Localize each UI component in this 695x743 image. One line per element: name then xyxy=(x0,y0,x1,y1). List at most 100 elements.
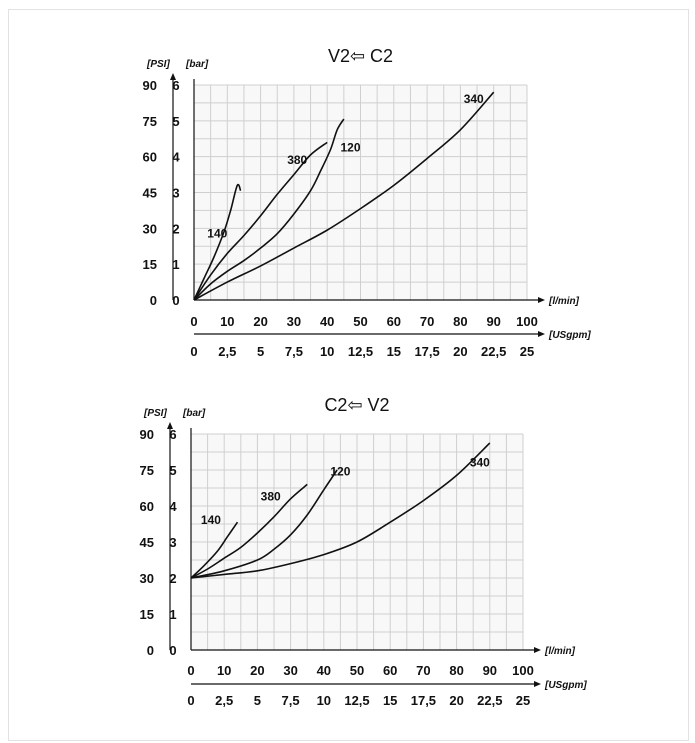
x-tick-label-usgpm: 7,5 xyxy=(282,693,300,708)
psi-unit-label: [PSI] xyxy=(143,408,167,419)
curve-label-120: 120 xyxy=(340,140,360,154)
x-tick-label-lmin: 90 xyxy=(483,663,497,678)
y-tick-label-bar: 3 xyxy=(172,186,179,201)
x-tick-label-usgpm: 10 xyxy=(317,693,331,708)
series-line-120 xyxy=(190,469,338,579)
x-tick-label-lmin: 0 xyxy=(187,663,194,678)
x-tick-label-lmin: 50 xyxy=(353,314,367,329)
x-tick-label-lmin: 70 xyxy=(420,314,434,329)
x-tick-label-usgpm: 10 xyxy=(320,344,334,359)
y-tick-label-bar: 6 xyxy=(169,427,176,442)
series-line-380 xyxy=(193,141,328,301)
x-tick-label-usgpm: 5 xyxy=(257,344,264,359)
y-tick-label-psi: 0 xyxy=(147,643,154,658)
y-tick-label-bar: 5 xyxy=(169,463,176,478)
y-tick-label-bar: 0 xyxy=(169,643,176,658)
x-tick-label-lmin: 90 xyxy=(486,314,500,329)
curve-label-140: 140 xyxy=(201,513,221,527)
y-tick-label-psi: 30 xyxy=(143,221,157,236)
bar-unit-label: [bar] xyxy=(182,408,206,419)
x-tick-label-usgpm: 22,5 xyxy=(481,344,506,359)
x-tick-label-usgpm: 0 xyxy=(190,344,197,359)
series-line-140 xyxy=(190,521,239,579)
y-tick-label-bar: 1 xyxy=(169,607,176,622)
y-tick-label-psi: 45 xyxy=(140,535,154,550)
x-tick-label-usgpm: 2,5 xyxy=(218,344,236,359)
x-tick-label-lmin: 100 xyxy=(512,663,534,678)
psi-unit-label: [PSI] xyxy=(146,59,170,70)
series-line-120 xyxy=(193,118,345,301)
y-tick-label-bar: 0 xyxy=(172,293,179,308)
y-tick-label-psi: 45 xyxy=(143,186,157,201)
usgpm-unit-label: [USgpm] xyxy=(544,680,587,691)
x-tick-label-usgpm: 17,5 xyxy=(411,693,436,708)
x-tick-label-usgpm: 15 xyxy=(387,344,401,359)
usgpm-unit-label: [USgpm] xyxy=(548,330,591,341)
x-tick-label-lmin: 80 xyxy=(453,314,467,329)
series-line-340 xyxy=(193,91,495,301)
x-tick-label-usgpm: 2,5 xyxy=(215,693,233,708)
y-tick-label-bar: 5 xyxy=(172,114,179,129)
y-tick-label-bar: 2 xyxy=(172,221,179,236)
y-tick-label-psi: 75 xyxy=(140,463,154,478)
x-tick-label-lmin: 10 xyxy=(220,314,234,329)
chart-title: C2⇦ V2 xyxy=(324,395,389,415)
x-tick-label-usgpm: 20 xyxy=(453,344,467,359)
x-tick-label-usgpm: 25 xyxy=(516,693,530,708)
y-tick-label-bar: 6 xyxy=(172,78,179,93)
x-tick-label-lmin: 80 xyxy=(449,663,463,678)
y-tick-label-psi: 60 xyxy=(140,499,154,514)
usgpm-axis-arrow-icon xyxy=(538,331,545,337)
x-tick-label-usgpm: 15 xyxy=(383,693,397,708)
x-tick-label-usgpm: 25 xyxy=(520,344,534,359)
curve-label-380: 380 xyxy=(287,153,307,167)
x-tick-label-lmin: 60 xyxy=(383,663,397,678)
series-line-340 xyxy=(190,442,491,579)
y-tick-label-psi: 60 xyxy=(143,150,157,165)
y-tick-label-psi: 15 xyxy=(143,257,157,272)
y-tick-label-bar: 2 xyxy=(169,571,176,586)
curve-label-140: 140 xyxy=(207,226,227,240)
x-axis-arrow-icon xyxy=(534,647,541,653)
x-axis-arrow-icon xyxy=(538,297,545,303)
x-tick-label-lmin: 10 xyxy=(217,663,231,678)
x-tick-label-usgpm: 20 xyxy=(449,693,463,708)
x-tick-label-lmin: 70 xyxy=(416,663,430,678)
x-tick-label-lmin: 0 xyxy=(190,314,197,329)
x-tick-label-usgpm: 12,5 xyxy=(344,693,369,708)
curve-label-380: 380 xyxy=(261,490,281,504)
x-tick-label-lmin: 30 xyxy=(283,663,297,678)
chart-1: V2⇦ C2[PSI] [bar][l/min][USgpm]0123456015… xyxy=(143,46,592,359)
y-tick-label-psi: 90 xyxy=(143,78,157,93)
x-tick-label-usgpm: 12,5 xyxy=(348,344,373,359)
x-tick-label-usgpm: 22,5 xyxy=(477,693,502,708)
x-tick-label-lmin: 20 xyxy=(253,314,267,329)
y-tick-label-bar: 3 xyxy=(169,535,176,550)
y-tick-label-psi: 75 xyxy=(143,114,157,129)
x-tick-label-usgpm: 5 xyxy=(254,693,261,708)
series-line-380 xyxy=(190,483,308,579)
x-tick-label-usgpm: 7,5 xyxy=(285,344,303,359)
y-tick-label-psi: 0 xyxy=(150,293,157,308)
y-tick-label-bar: 4 xyxy=(169,499,177,514)
y-tick-label-bar: 4 xyxy=(172,150,180,165)
bar-unit-label: [bar] xyxy=(185,59,209,70)
psi-axis-arrow-icon xyxy=(167,422,173,429)
y-tick-label-psi: 30 xyxy=(140,571,154,586)
x-tick-label-lmin: 30 xyxy=(287,314,301,329)
psi-axis-arrow-icon xyxy=(170,73,176,80)
y-tick-label-psi: 15 xyxy=(140,607,154,622)
curve-label-340: 340 xyxy=(464,92,484,106)
curve-label-340: 340 xyxy=(470,455,490,469)
usgpm-axis-arrow-icon xyxy=(534,681,541,687)
x-tick-label-lmin: 100 xyxy=(516,314,538,329)
curve-label-120: 120 xyxy=(330,464,350,478)
x-tick-label-usgpm: 0 xyxy=(187,693,194,708)
chart-title: V2⇦ C2 xyxy=(328,46,393,66)
x-tick-label-lmin: 40 xyxy=(317,663,331,678)
x-tick-label-lmin: 40 xyxy=(320,314,334,329)
lmin-unit-label: [l/min] xyxy=(544,646,576,657)
x-tick-label-lmin: 60 xyxy=(387,314,401,329)
x-tick-label-lmin: 20 xyxy=(250,663,264,678)
